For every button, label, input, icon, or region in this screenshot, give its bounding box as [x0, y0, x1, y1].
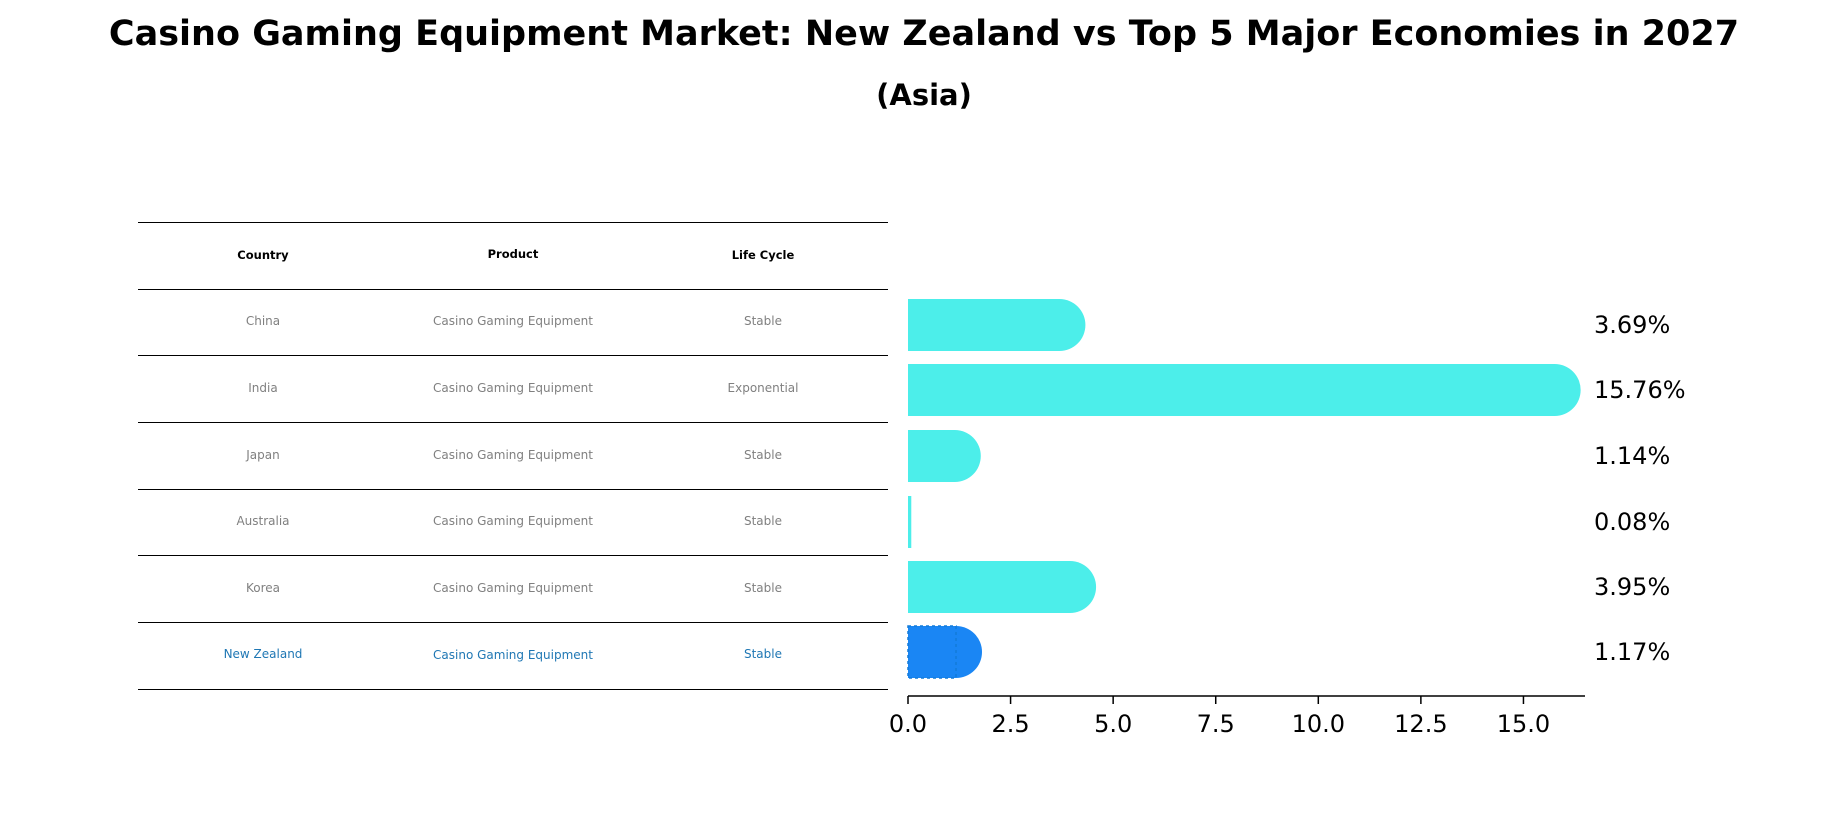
- x-tick-label: 7.5: [1197, 710, 1235, 738]
- table-rule: [138, 555, 888, 556]
- column-header-life-cycle: Life Cycle: [731, 248, 795, 262]
- table-rule: [138, 222, 888, 223]
- value-label: 3.69%: [1594, 311, 1670, 339]
- bar-body: [908, 496, 912, 548]
- column-header-country: Country: [237, 248, 289, 262]
- x-tick-label: 0.0: [889, 710, 927, 738]
- chart-subtitle: (Asia): [876, 78, 972, 112]
- bar-dotted-outline: [907, 625, 957, 679]
- table-cell-product: Casino Gaming Equipment: [433, 581, 593, 595]
- x-axis: 0.0 2.5 5.0 7.5 10.0 12.5 15.0: [889, 695, 1585, 738]
- table-rule: [138, 622, 888, 623]
- table-cell-life-cycle-highlight: Stable: [743, 647, 782, 661]
- table-rule: [138, 289, 888, 290]
- table-cell-product: Casino Gaming Equipment: [433, 514, 593, 528]
- bar-new-zealand: [907, 625, 983, 679]
- x-tick-label: 5.0: [1094, 710, 1132, 738]
- chart-title: Casino Gaming Equipment Market: New Zeal…: [108, 14, 1740, 54]
- x-tick-label: 12.5: [1394, 710, 1447, 738]
- value-label: 15.76%: [1594, 376, 1686, 404]
- x-tick-label: 10.0: [1292, 710, 1345, 738]
- table-cell-life-cycle: Exponential: [727, 381, 799, 395]
- table-cell-country: China: [245, 314, 281, 328]
- table-cell-country: Korea: [245, 581, 281, 595]
- bar-india: [908, 364, 1581, 416]
- table-cell-product: Casino Gaming Equipment: [433, 314, 593, 328]
- table-cell-life-cycle: Stable: [743, 581, 782, 595]
- table-cell-country: Japan: [246, 448, 280, 462]
- table-cell-product: Casino Gaming Equipment: [433, 381, 593, 395]
- table-cell-country: India: [248, 381, 278, 395]
- x-tick-label: 2.5: [991, 710, 1029, 738]
- table-rule: [138, 689, 888, 690]
- table-cell-product-highlight: Casino Gaming Equipment: [433, 648, 593, 662]
- column-header-product: Product: [487, 247, 539, 261]
- table-cell-product: Casino Gaming Equipment: [433, 448, 593, 462]
- table-cell-life-cycle: Stable: [743, 314, 782, 328]
- value-label: 1.17%: [1594, 638, 1670, 666]
- value-label: 0.08%: [1594, 508, 1670, 536]
- value-label: 3.95%: [1594, 573, 1670, 601]
- table-rule: [138, 355, 888, 356]
- bar-rounded-cap: [1528, 364, 1581, 416]
- bar-korea: [908, 561, 1097, 613]
- bar-australia: [908, 496, 912, 548]
- bar-body: [908, 561, 1071, 613]
- value-label: 1.14%: [1594, 442, 1670, 470]
- bar-rounded-cap: [928, 430, 981, 482]
- bars-layer: [907, 299, 1581, 679]
- table-cell-life-cycle: Stable: [743, 514, 782, 528]
- bar-body: [908, 364, 1555, 416]
- table-cell-life-cycle: Stable: [743, 448, 782, 462]
- bar-rounded-cap: [1033, 299, 1086, 351]
- x-tick-label: 15.0: [1497, 710, 1550, 738]
- value-labels-layer: 3.69% 15.76% 1.14% 0.08% 3.95% 1.17%: [1594, 311, 1686, 666]
- table-cell-country: Australia: [236, 514, 290, 528]
- bar-rounded-cap: [1044, 561, 1097, 613]
- table-rule: [138, 422, 888, 423]
- bar-japan: [908, 430, 981, 482]
- table-rule: [138, 489, 888, 490]
- bar-china: [908, 299, 1086, 351]
- table-cell-country-highlight: New Zealand: [223, 647, 303, 661]
